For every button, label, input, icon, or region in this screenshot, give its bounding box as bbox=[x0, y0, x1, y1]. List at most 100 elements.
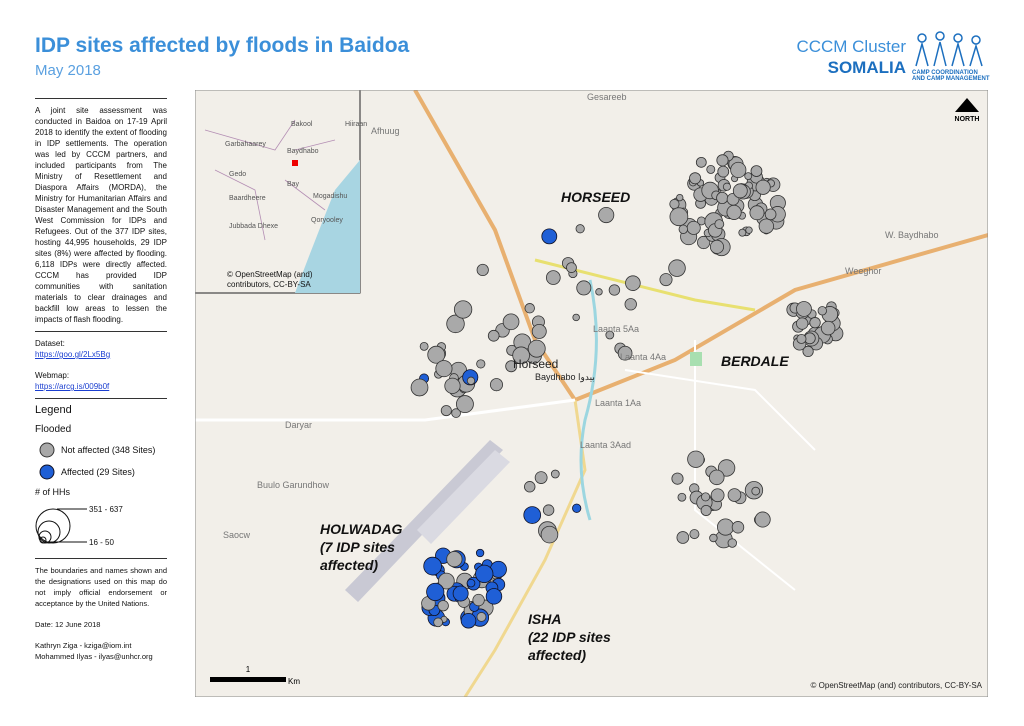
site-marker bbox=[475, 564, 494, 584]
site-marker bbox=[505, 360, 518, 373]
site-marker bbox=[751, 486, 761, 496]
site-marker bbox=[755, 179, 771, 195]
contact: Mohammed Ilyas - ilyas@unhcr.org bbox=[35, 652, 153, 661]
site-marker bbox=[717, 518, 735, 536]
site-marker bbox=[444, 377, 461, 394]
logo: CAMP COORDINATION AND CAMP MANAGEMENT bbox=[912, 30, 990, 82]
site-marker bbox=[625, 275, 641, 291]
site-marker bbox=[669, 207, 689, 227]
site-marker bbox=[426, 582, 445, 602]
legend-item: Not affected (348 Sites) bbox=[35, 441, 167, 459]
flooded-heading: Flooded bbox=[35, 424, 72, 435]
site-marker bbox=[451, 408, 461, 418]
dataset-link[interactable]: https://goo.gl/2Lx5Bg bbox=[35, 350, 111, 359]
scale-value: 1 bbox=[246, 665, 251, 674]
site-marker bbox=[744, 172, 753, 181]
site-marker bbox=[527, 339, 546, 358]
place-label: Baydhabo بيدوا bbox=[535, 372, 595, 383]
subtitle: May 2018 bbox=[35, 62, 101, 79]
site-marker bbox=[730, 161, 747, 178]
area-label: affected) bbox=[320, 557, 378, 573]
size-heading: # of HHs bbox=[35, 487, 71, 497]
site-marker bbox=[706, 164, 716, 174]
inset-credit: contributors, CC-BY-SA bbox=[227, 280, 311, 289]
site-marker bbox=[446, 551, 463, 568]
north-arrow bbox=[955, 98, 979, 112]
place-label: Laanta 4Aa bbox=[620, 352, 666, 362]
place-label: Laanta 1Aa bbox=[595, 398, 641, 408]
inset bbox=[195, 90, 361, 294]
site-marker bbox=[726, 204, 742, 220]
area-label: affected) bbox=[528, 647, 586, 663]
site-marker bbox=[738, 228, 747, 237]
site-marker bbox=[460, 612, 477, 629]
site-marker bbox=[410, 378, 429, 397]
area-label: HOLWADAG bbox=[320, 521, 403, 537]
site-marker bbox=[541, 228, 558, 245]
site-marker bbox=[545, 270, 561, 285]
logo-figures bbox=[915, 31, 983, 67]
site-marker bbox=[617, 345, 633, 361]
inset-label: Hiiraan bbox=[345, 121, 367, 128]
place-label: Gesareeb bbox=[587, 92, 627, 102]
org: CCCM Cluster SOMALIA bbox=[796, 36, 906, 78]
site-marker bbox=[572, 503, 582, 513]
site-marker bbox=[475, 548, 485, 558]
site-marker bbox=[796, 317, 809, 330]
legend-symbol bbox=[39, 442, 55, 458]
inset-label: Baardheere bbox=[229, 195, 266, 202]
site-marker bbox=[676, 193, 684, 202]
site-marker bbox=[419, 341, 429, 351]
site-marker bbox=[709, 533, 718, 543]
site-marker bbox=[727, 488, 742, 502]
disclaimer: The boundaries and names shown and the d… bbox=[35, 566, 167, 608]
site-marker bbox=[466, 578, 476, 588]
site-marker bbox=[686, 220, 701, 235]
webmap-link[interactable]: https://arcg.is/009b0f bbox=[35, 382, 110, 391]
site-marker bbox=[550, 469, 560, 479]
inset-label: Bakool bbox=[291, 121, 313, 128]
site-marker bbox=[598, 206, 615, 224]
site-marker bbox=[668, 259, 686, 277]
place-label: Laanta 5Aa bbox=[593, 324, 639, 334]
legend-label: Not affected (348 Sites) bbox=[61, 444, 156, 455]
site-marker bbox=[476, 359, 486, 369]
place-label: Buulo Garundhow bbox=[257, 480, 330, 490]
inset-label: Jubbada Dhexe bbox=[229, 223, 278, 230]
inset-label: Bay bbox=[287, 181, 300, 188]
contact: Kathryn Ziga - kziga@iom.int bbox=[35, 641, 132, 650]
site-marker bbox=[722, 182, 732, 191]
site-marker bbox=[716, 191, 729, 205]
site-marker bbox=[427, 345, 446, 364]
inset-label: Qoryooley bbox=[311, 217, 343, 224]
site-marker bbox=[576, 280, 592, 296]
site-marker bbox=[542, 504, 555, 516]
airport bbox=[345, 440, 510, 602]
site-marker bbox=[540, 525, 559, 544]
area-label: (22 IDP sites bbox=[528, 629, 611, 645]
site-marker bbox=[695, 156, 707, 168]
site-marker bbox=[716, 154, 729, 167]
place-label: W. Baydhabo bbox=[885, 230, 939, 240]
site-marker bbox=[709, 239, 724, 254]
area-label: (7 IDP sites bbox=[320, 539, 395, 555]
site-marker bbox=[502, 313, 520, 331]
area-label: ISHA bbox=[528, 611, 561, 627]
inset-label: Baydhabo bbox=[287, 148, 319, 155]
site-marker bbox=[671, 472, 684, 485]
site-marker bbox=[524, 303, 535, 314]
site-marker bbox=[455, 395, 474, 414]
site-marker bbox=[701, 492, 711, 502]
site-marker bbox=[717, 165, 730, 178]
place-label: Saocw bbox=[223, 530, 251, 540]
webmap-label: Webmap: bbox=[35, 371, 70, 380]
site-marker bbox=[689, 172, 702, 185]
site-marker bbox=[476, 263, 489, 277]
logo-text: CAMP COORDINATION AND CAMP MANAGEMENT bbox=[912, 70, 990, 82]
site-marker bbox=[566, 262, 577, 273]
site-marker bbox=[534, 471, 548, 484]
site-marker bbox=[512, 346, 530, 365]
site-marker bbox=[438, 572, 455, 590]
site-marker bbox=[452, 585, 469, 602]
site-marker bbox=[489, 378, 504, 392]
